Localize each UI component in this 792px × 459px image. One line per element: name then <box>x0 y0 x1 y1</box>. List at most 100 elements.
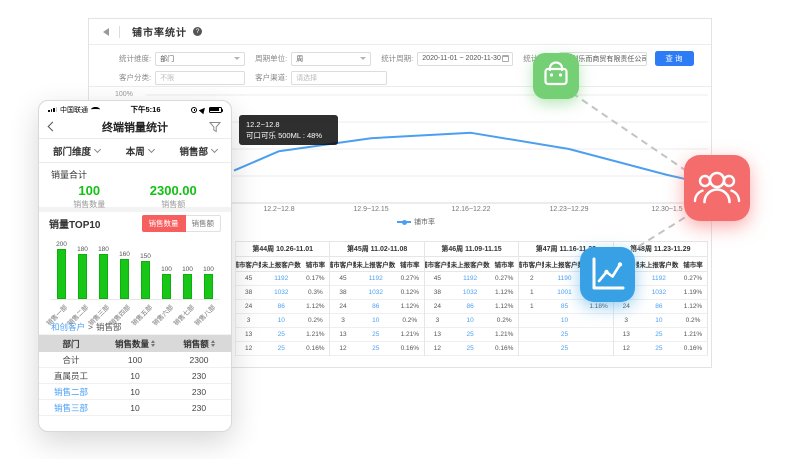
unreported-count-link[interactable]: 10 <box>372 317 380 324</box>
bar-value-label: 180 <box>77 246 88 253</box>
period-unit-select[interactable]: 周 <box>291 51 372 66</box>
table-cell: 1.21% <box>306 331 325 338</box>
table-row: 13 25 1.21% <box>236 328 330 342</box>
unreported-count-link[interactable]: 1192 <box>463 275 478 282</box>
unreported-count-link[interactable]: 1190 <box>557 275 572 282</box>
x-axis-label: 12.9~12.15 <box>353 206 389 213</box>
shopping-bag-badge <box>533 53 579 99</box>
qty-toggle-button[interactable]: 销售数量 <box>141 214 186 232</box>
unreported-count-link[interactable]: 86 <box>466 303 474 310</box>
table-cell: 24 <box>433 303 442 310</box>
unreported-count-link[interactable]: 25 <box>277 345 285 352</box>
unreported-count-link[interactable]: 10 <box>277 317 285 324</box>
table-row: 38 1032 0.3% <box>236 286 330 300</box>
back-icon[interactable] <box>103 27 109 36</box>
dept-cell: 合计 <box>62 354 80 365</box>
table-cell <box>585 342 613 355</box>
date-range-input[interactable]: 2020-11-01 ~ 2020-11-30 <box>417 51 514 66</box>
customer-group-badge <box>684 155 750 221</box>
back-icon[interactable] <box>47 121 58 132</box>
table-row: 25 <box>519 342 613 356</box>
unreported-count-link[interactable]: 86 <box>372 303 380 310</box>
filter-dropdown[interactable]: 部门维度 <box>53 144 102 158</box>
table-cell: 3 <box>435 317 440 324</box>
period-unit-label: 周期单位: <box>255 54 288 63</box>
unreported-count-link[interactable]: 10 <box>466 317 474 324</box>
query-button[interactable]: 查询 <box>655 51 695 66</box>
unreported-count-link[interactable]: 25 <box>466 345 474 352</box>
week-group-header: 第47周 11.16-11.22 <box>519 242 613 257</box>
top10-section: 销量TOP10 销售数量 销售额 200 180 180 160 150 100 100 10… <box>39 212 231 327</box>
unreported-count-link[interactable]: 1001 <box>557 289 572 296</box>
qty-cell: 10 <box>130 370 140 381</box>
table-cell: 0.16% <box>683 345 703 352</box>
unreported-count-link[interactable]: 1032 <box>368 289 383 296</box>
qty-column-header[interactable]: 销售数量 <box>103 335 167 352</box>
amount-cell: 230 <box>191 370 207 381</box>
unreported-count-link[interactable]: 25 <box>466 331 474 338</box>
unreported-count-link[interactable]: 25 <box>560 331 569 338</box>
bar: 150 <box>135 253 156 299</box>
table-cell: 0.17% <box>306 275 325 282</box>
table-cell: 3 <box>624 317 629 324</box>
filter-dropdown[interactable]: 本周 <box>125 144 155 158</box>
table-cell: 3 <box>341 317 345 324</box>
table-header-row: 部门 销售数量 销售额 <box>39 335 231 352</box>
unreported-count-link[interactable]: 85 <box>560 303 569 310</box>
sub-header-row: 铺市客户数未上报客户数铺市率 <box>330 257 424 272</box>
unreported-count-link[interactable]: 10 <box>560 317 569 324</box>
amount-toggle-button[interactable]: 销售额 <box>185 214 221 232</box>
customer-type-input[interactable]: 不限 <box>155 70 246 85</box>
table-cell <box>519 328 544 341</box>
unreported-count-link[interactable]: 25 <box>372 331 380 338</box>
unreported-count-link[interactable]: 1192 <box>368 275 383 282</box>
table-cell: 0.16% <box>400 345 419 352</box>
customer-channel-input[interactable]: 请选择 <box>291 70 388 85</box>
breadcrumb-link[interactable]: 和创客户 <box>51 322 86 332</box>
x-axis-label: 12.23~12.29 <box>549 206 589 213</box>
x-axis-label: 12.30~1.5 <box>651 206 683 213</box>
bar-category-labels: 销售一部 销售二部 销售三部 销售四部 销售五部 销售六部 销售七部 销售八部 <box>45 300 219 327</box>
user-group-icon <box>693 171 741 204</box>
summary-title: 销量合计 <box>51 170 88 180</box>
bar-rect <box>141 261 150 299</box>
column-header: 铺市客户数 <box>519 262 544 269</box>
table-cell: 1.21% <box>683 331 703 338</box>
table-cell: 0.2% <box>496 317 512 324</box>
unreported-count-link[interactable]: 86 <box>655 303 663 310</box>
table-row: 1 1001 <box>519 286 613 300</box>
unreported-count-link[interactable]: 86 <box>277 303 285 310</box>
unreported-count-link[interactable]: 25 <box>277 331 285 338</box>
unreported-count-link[interactable]: 25 <box>560 345 569 352</box>
table-row: 销售二部 10 230 <box>39 384 231 400</box>
table-row: 38 1032 0.12% <box>330 286 424 300</box>
chart-legend[interactable]: 铺市率 <box>397 217 435 227</box>
status-bar: 中国联通 下午5:16 <box>39 101 231 115</box>
table-cell: 24 <box>339 303 347 310</box>
bar-value-label: 100 <box>161 266 172 273</box>
unreported-count-link[interactable]: 1192 <box>274 275 289 282</box>
table-cell: 38 <box>339 289 347 296</box>
table-cell: 3 <box>246 317 251 324</box>
dept-link[interactable]: 销售二部 <box>53 386 88 397</box>
amount-column-header[interactable]: 销售额 <box>167 335 231 352</box>
unreported-count-link[interactable]: 25 <box>655 345 663 352</box>
filter-dropdown-label: 本周 <box>125 146 145 158</box>
column-header: 未上报客户数 <box>450 262 490 269</box>
unreported-count-link[interactable]: 25 <box>655 331 663 338</box>
unreported-count-link[interactable]: 10 <box>655 317 663 324</box>
shopping-bag-icon <box>544 61 568 86</box>
filter-dropdown[interactable]: 销售部 <box>179 144 219 158</box>
unreported-count-link[interactable]: 1032 <box>462 289 478 296</box>
legend-marker-icon <box>397 219 411 225</box>
unreported-count-link[interactable]: 1032 <box>274 289 289 296</box>
stat-value: 2300.00 <box>149 183 197 198</box>
qty-cell: 10 <box>130 402 140 413</box>
unreported-count-link[interactable]: 1032 <box>651 289 667 296</box>
dimension-select[interactable]: 部门 <box>155 51 246 66</box>
filter-icon[interactable] <box>209 121 221 133</box>
unreported-count-link[interactable]: 25 <box>372 345 380 352</box>
unreported-count-link[interactable]: 1192 <box>651 275 666 282</box>
info-icon[interactable]: ? <box>193 27 202 36</box>
dept-link[interactable]: 销售三部 <box>53 402 88 413</box>
